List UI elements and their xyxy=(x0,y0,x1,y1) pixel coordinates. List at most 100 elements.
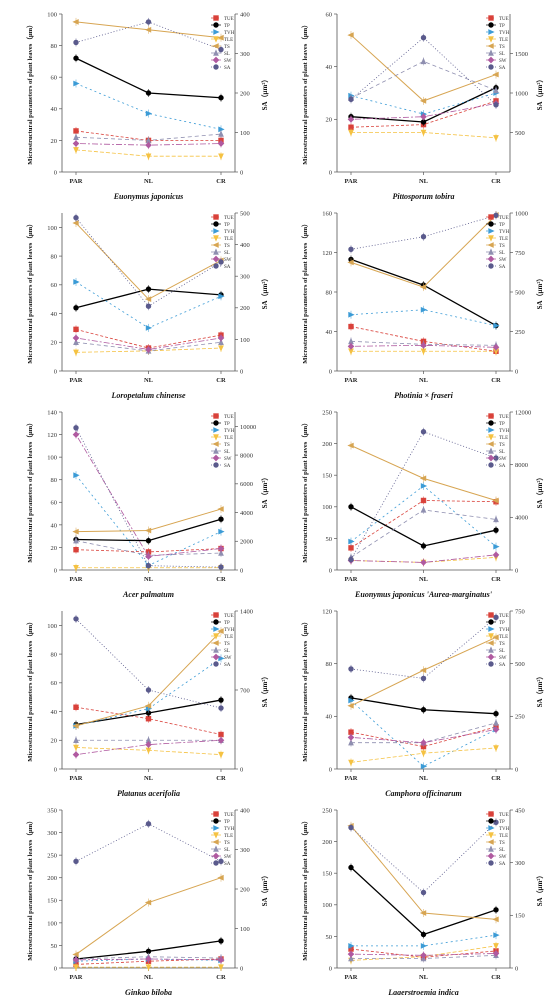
data-point-tue xyxy=(74,547,79,552)
left-tick-label: 0 xyxy=(329,766,332,773)
data-point-tp xyxy=(421,932,426,937)
right-tick-label: 300 xyxy=(240,51,250,58)
right-tick-label: 100 xyxy=(240,337,250,344)
right-axis-title: SA（μm²） xyxy=(536,275,544,310)
series-tle xyxy=(74,963,224,971)
series-ts xyxy=(348,441,498,504)
left-axis-title: Microstructural parameters of plant leav… xyxy=(301,618,309,762)
data-point-sw xyxy=(348,343,354,349)
series-line-sa xyxy=(76,428,221,567)
left-axis-title: Microstructural parameters of plant leav… xyxy=(26,618,34,762)
series-line-sa xyxy=(351,432,496,560)
legend-marker xyxy=(214,662,219,667)
x-tick-label: CR xyxy=(216,576,226,583)
series-line-sa xyxy=(76,824,221,862)
legend-label: TP xyxy=(224,621,230,626)
left-tick-label: 50 xyxy=(326,536,333,543)
legend: TUETPTVHTLETSSLSWSA xyxy=(211,414,235,469)
x-tick-label: CR xyxy=(491,178,501,185)
series-sa xyxy=(74,820,224,866)
data-point-tp xyxy=(349,504,354,509)
data-point-sa xyxy=(421,676,426,681)
legend-label: TUE xyxy=(224,415,234,420)
legend-label: SL xyxy=(224,848,230,853)
right-tick-label: 400 xyxy=(240,242,250,249)
right-tick-label: 400 xyxy=(240,11,250,18)
legend-label: TLE xyxy=(224,834,233,839)
left-tick-label: 0 xyxy=(329,368,332,375)
data-point-sl xyxy=(421,507,426,512)
right-axis-title: SA（μm²） xyxy=(536,474,544,509)
legend-label: TLE xyxy=(499,635,508,640)
series-ts xyxy=(348,633,498,709)
legend: TUETPTVHTLETSSLSWSA xyxy=(486,16,510,71)
chart-panel-10: 0501001502002500150300450PARNLCRMicrostr… xyxy=(275,796,550,995)
right-tick-label: 10000 xyxy=(240,424,256,431)
data-point-sa xyxy=(146,304,151,309)
right-axis-title: SA（μm²） xyxy=(261,275,269,310)
legend-label: SL xyxy=(499,848,505,853)
right-tick-label: 0 xyxy=(240,169,243,176)
legend-marker xyxy=(489,264,494,269)
data-point-tue xyxy=(74,705,79,710)
left-tick-label: 0 xyxy=(54,965,57,972)
left-axis-title: Microstructural parameters of plant leav… xyxy=(26,21,34,165)
data-point-sa xyxy=(494,102,499,107)
legend-marker xyxy=(213,840,218,845)
left-tick-label: 250 xyxy=(47,853,57,860)
x-tick-label: PAR xyxy=(345,178,358,185)
legend-marker xyxy=(213,243,218,248)
x-tick-label: NL xyxy=(419,178,429,185)
series-sw xyxy=(348,949,499,959)
series-ts xyxy=(348,211,498,291)
left-axis-title: Microstructural parameters of plant leav… xyxy=(301,419,309,563)
left-tick-label: 150 xyxy=(322,871,332,878)
data-point-sa xyxy=(349,97,354,102)
right-tick-label: 200 xyxy=(240,305,250,312)
right-tick-label: 0 xyxy=(240,368,243,375)
series-tvh xyxy=(349,482,499,551)
left-tick-label: 20 xyxy=(326,117,333,124)
x-tick-label: NL xyxy=(419,377,429,384)
data-point-sw xyxy=(73,335,79,341)
legend-marker xyxy=(489,421,494,426)
data-point-tp xyxy=(146,287,151,292)
right-tick-label: 250 xyxy=(515,714,525,721)
right-tick-label: 0 xyxy=(515,368,518,375)
data-point-sa xyxy=(146,563,151,568)
data-point-tp xyxy=(74,56,79,61)
series-ts xyxy=(348,31,498,105)
data-point-sa xyxy=(219,706,224,711)
x-tick-label: PAR xyxy=(345,974,358,981)
legend-label: TVH xyxy=(499,628,510,633)
series-sa xyxy=(349,211,499,253)
legend-label: TS xyxy=(224,841,230,846)
legend-marker xyxy=(489,23,494,28)
data-point-sa xyxy=(421,429,426,434)
legend: TUETPTVHTLETSSLSWSA xyxy=(211,16,235,71)
series-line-tvh xyxy=(351,486,496,547)
x-tick-label: PAR xyxy=(345,576,358,583)
data-point-sa xyxy=(146,821,151,826)
legend-label: TP xyxy=(499,223,505,228)
legend-marker xyxy=(489,414,494,419)
series-ts xyxy=(348,822,498,924)
left-tick-label: 200 xyxy=(47,875,57,882)
data-point-sa xyxy=(74,40,79,45)
left-tick-label: 0 xyxy=(329,567,332,574)
legend-label: TVH xyxy=(224,31,235,36)
data-point-sw xyxy=(348,735,354,741)
right-tick-label: 1400 xyxy=(240,608,253,615)
series-ts xyxy=(73,874,223,959)
legend-label: TP xyxy=(499,820,505,825)
legend-marker xyxy=(214,215,219,220)
legend-marker xyxy=(214,264,219,269)
legend-marker xyxy=(488,840,493,845)
legend-label: TLE xyxy=(499,834,508,839)
data-point-sa xyxy=(74,215,79,220)
data-point-sw xyxy=(146,142,152,148)
legend-marker xyxy=(214,620,219,625)
x-tick-label: CR xyxy=(491,775,501,782)
legend-marker xyxy=(489,463,494,468)
legend-label: TLE xyxy=(224,436,233,441)
